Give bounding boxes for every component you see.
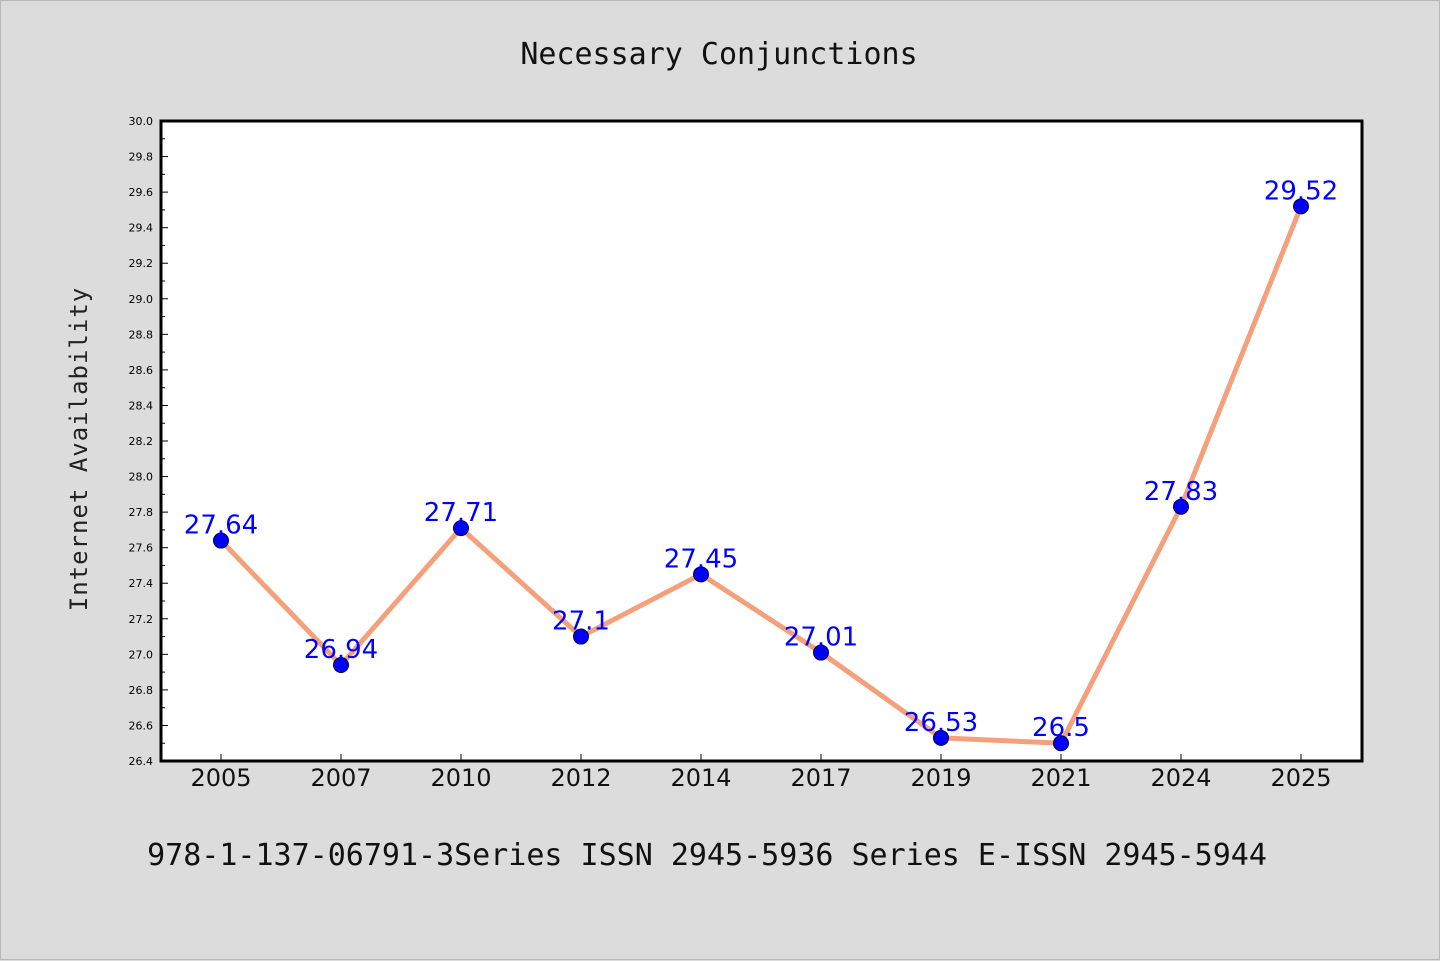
y-tick-label: 27.0 — [129, 648, 154, 661]
data-point — [333, 657, 349, 673]
data-label: 26.5 — [1032, 713, 1090, 743]
data-label: 26.53 — [904, 708, 978, 738]
y-tick-label: 30.0 — [129, 115, 154, 128]
data-point — [1053, 735, 1069, 752]
y-axis-label: Internet Availability — [65, 287, 93, 611]
plot-frame — [159, 119, 1364, 763]
x-tick-label: 2012 — [550, 764, 611, 792]
data-label: 26.94 — [304, 635, 378, 665]
x-tick-label: 2021 — [1030, 764, 1091, 792]
footer-isbn-issn: 978-1-137-06791-3Series ISSN 2945-5936 S… — [147, 838, 1267, 873]
data-label: 27.45 — [664, 544, 738, 574]
y-tick-label: 29.0 — [129, 293, 154, 306]
x-tick-label: 2019 — [910, 764, 971, 792]
y-tick-label: 27.4 — [129, 577, 154, 590]
data-point — [813, 644, 829, 661]
series-line — [218, 203, 1304, 746]
chart-title: Necessary Conjunctions — [520, 37, 917, 72]
y-tick-label: 28.2 — [129, 435, 154, 448]
x-tick-label: 2024 — [1150, 764, 1211, 792]
x-tick-label: 2007 — [310, 764, 371, 792]
data-point — [933, 729, 949, 746]
y-tick-label: 29.8 — [129, 151, 154, 164]
plot-area — [161, 121, 1362, 761]
y-tick-label: 28.8 — [129, 328, 154, 341]
data-label: 27.83 — [1144, 477, 1218, 507]
data-label: 27.64 — [184, 511, 258, 541]
y-tick-label: 29.6 — [129, 186, 154, 199]
y-tick-label: 26.4 — [129, 755, 154, 768]
y-tick-label: 27.2 — [129, 613, 154, 626]
y-tick-label: 28.0 — [129, 471, 154, 484]
x-tick-label: 2017 — [790, 764, 851, 792]
data-point — [1173, 498, 1189, 515]
data-label: 27.71 — [424, 498, 498, 528]
y-tick-label: 26.6 — [129, 719, 154, 732]
y-tick-label: 26.8 — [129, 684, 154, 697]
y-tick-label: 28.4 — [129, 399, 154, 412]
x-axis: 2005 2007 2010 2012 2014 2017 2019 2021 2024 2025 — [190, 754, 1332, 792]
data-point — [573, 628, 589, 645]
data-label: 27.1 — [552, 607, 610, 637]
data-label: 27.01 — [784, 623, 858, 653]
x-tick-label: 2010 — [430, 764, 491, 792]
x-tick-label: 2005 — [190, 764, 251, 792]
y-tick-label: 27.8 — [129, 506, 154, 519]
y-tick-label: 29.4 — [129, 222, 154, 235]
y-axis: 26.4 26.6 26.8 27.0 27.2 27.4 27.6 27.8 28.0 28.2… — [129, 115, 168, 768]
data-point — [213, 532, 229, 549]
y-tick-label: 29.2 — [129, 257, 154, 270]
data-point — [453, 520, 469, 537]
y-tick-label: 27.6 — [129, 542, 154, 555]
y-tick-label: 28.6 — [129, 364, 154, 377]
series-group: 27.64 26.94 27.71 27.1 27.45 27.01 26.53 26.5 27… — [184, 176, 1338, 752]
x-tick-label: 2014 — [670, 764, 731, 792]
x-tick-label: 2025 — [1270, 764, 1331, 792]
data-point — [1293, 198, 1309, 215]
data-label: 29.52 — [1264, 176, 1338, 206]
data-point — [693, 566, 709, 583]
